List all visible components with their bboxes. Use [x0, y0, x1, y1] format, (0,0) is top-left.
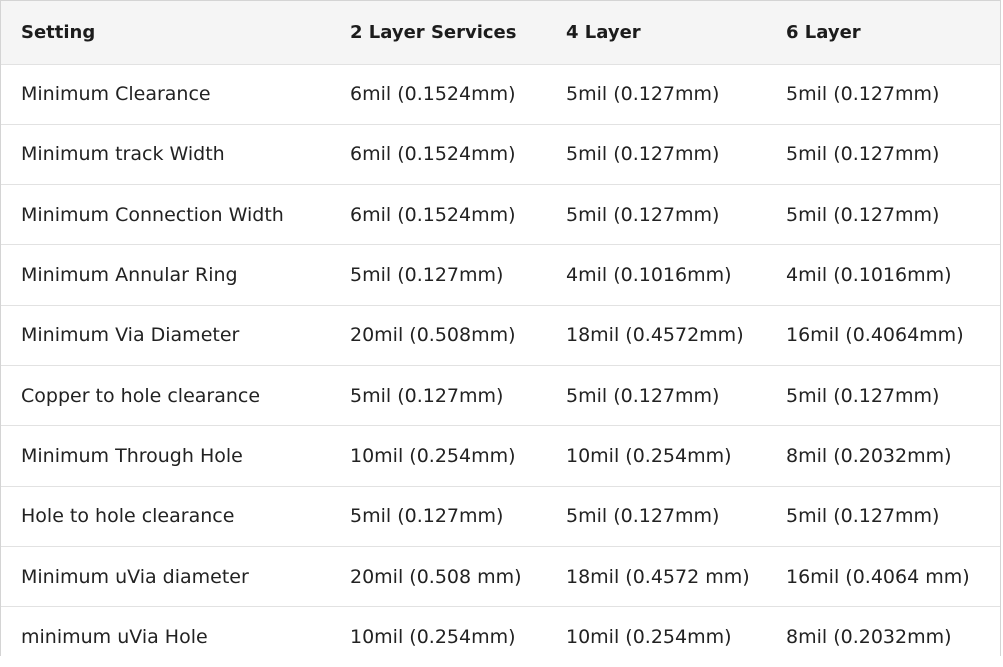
six-layer-value-cell: 8mil (0.2032mm): [786, 626, 952, 649]
four-layer-value-cell: 5mil (0.127mm): [566, 203, 720, 226]
table-row: Minimum Via Diameter 20mil (0.508mm) 18m…: [1, 305, 1000, 365]
four-layer-value-cell: 5mil (0.127mm): [566, 384, 720, 407]
four-layer-value-cell: 4mil (0.1016mm): [566, 264, 732, 287]
two-layer-value-cell: 5mil (0.127mm): [350, 384, 504, 407]
six-layer-value-cell: 5mil (0.127mm): [786, 505, 940, 528]
setting-name-cell: Minimum track Width: [21, 143, 225, 166]
setting-name-cell: Hole to hole clearance: [21, 505, 235, 528]
setting-name-cell: minimum uVia Hole: [21, 626, 208, 649]
table-row: Minimum Clearance 6mil (0.1524mm) 5mil (…: [1, 64, 1000, 124]
setting-name-cell: Copper to hole clearance: [21, 384, 261, 407]
six-layer-value-cell: 16mil (0.4064 mm): [786, 565, 970, 588]
two-layer-value-cell: 5mil (0.127mm): [350, 505, 504, 528]
table-row: Minimum track Width 6mil (0.1524mm) 5mil…: [1, 124, 1000, 184]
six-layer-value-cell: 16mil (0.4064mm): [786, 324, 964, 347]
column-header-4-layer: 4 Layer: [566, 21, 641, 43]
setting-name-cell: Minimum Through Hole: [21, 444, 243, 467]
table-row: Copper to hole clearance 5mil (0.127mm) …: [1, 365, 1000, 425]
six-layer-value-cell: 4mil (0.1016mm): [786, 264, 952, 287]
table-row: minimum uVia Hole 10mil (0.254mm) 10mil …: [1, 606, 1000, 667]
table-row: Minimum Through Hole 10mil (0.254mm) 10m…: [1, 425, 1000, 486]
table-row: Minimum Annular Ring 5mil (0.127mm) 4mil…: [1, 244, 1000, 305]
four-layer-value-cell: 5mil (0.127mm): [566, 143, 720, 166]
four-layer-value-cell: 10mil (0.254mm): [566, 626, 732, 649]
six-layer-value-cell: 8mil (0.2032mm): [786, 444, 952, 467]
four-layer-value-cell: 10mil (0.254mm): [566, 444, 732, 467]
four-layer-value-cell: 5mil (0.127mm): [566, 83, 720, 106]
column-header-setting: Setting: [21, 21, 96, 43]
setting-name-cell: Minimum Annular Ring: [21, 264, 238, 287]
six-layer-value-cell: 5mil (0.127mm): [786, 83, 940, 106]
table-row: Minimum Connection Width 6mil (0.1524mm)…: [1, 184, 1000, 245]
four-layer-value-cell: 18mil (0.4572 mm): [566, 565, 750, 588]
two-layer-value-cell: 6mil (0.1524mm): [350, 203, 516, 226]
six-layer-value-cell: 5mil (0.127mm): [786, 143, 940, 166]
four-layer-value-cell: 5mil (0.127mm): [566, 505, 720, 528]
four-layer-value-cell: 18mil (0.4572mm): [566, 324, 744, 347]
column-header-2-layer: 2 Layer Services: [350, 21, 517, 43]
two-layer-value-cell: 5mil (0.127mm): [350, 264, 504, 287]
two-layer-value-cell: 6mil (0.1524mm): [350, 83, 516, 106]
setting-name-cell: Minimum Clearance: [21, 83, 211, 106]
table-header-row: Setting 2 Layer Services 4 Layer 6 Layer: [1, 1, 1000, 64]
two-layer-value-cell: 20mil (0.508 mm): [350, 565, 522, 588]
setting-name-cell: Minimum uVia diameter: [21, 565, 249, 588]
table-row: Hole to hole clearance 5mil (0.127mm) 5m…: [1, 486, 1000, 546]
column-header-6-layer: 6 Layer: [786, 21, 861, 43]
six-layer-value-cell: 5mil (0.127mm): [786, 384, 940, 407]
two-layer-value-cell: 10mil (0.254mm): [350, 626, 516, 649]
two-layer-value-cell: 6mil (0.1524mm): [350, 143, 516, 166]
six-layer-value-cell: 5mil (0.127mm): [786, 203, 940, 226]
setting-name-cell: Minimum Via Diameter: [21, 324, 240, 347]
two-layer-value-cell: 10mil (0.254mm): [350, 444, 516, 467]
setting-name-cell: Minimum Connection Width: [21, 203, 284, 226]
two-layer-value-cell: 20mil (0.508mm): [350, 324, 516, 347]
table-row: Minimum uVia diameter 20mil (0.508 mm) 1…: [1, 546, 1000, 606]
